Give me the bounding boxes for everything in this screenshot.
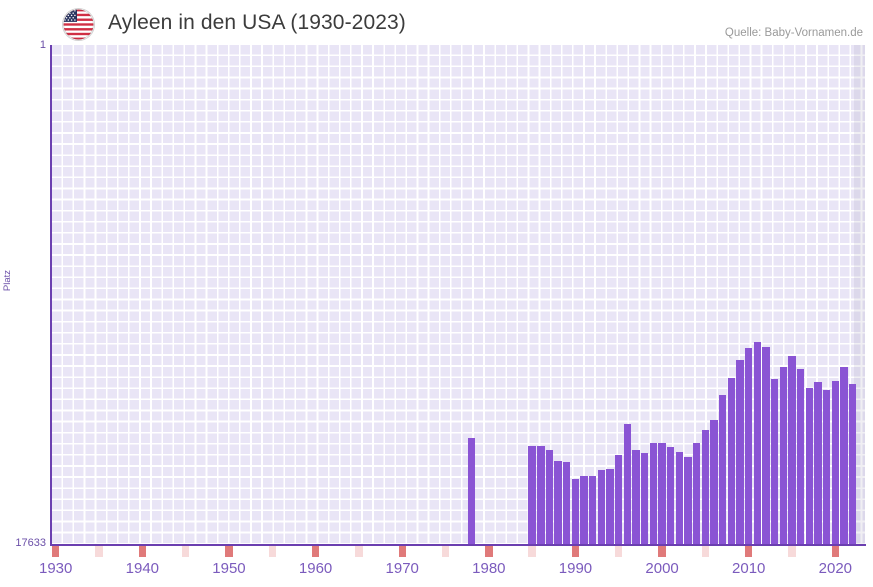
x-tick-1975 [441, 546, 450, 557]
x-tick-1940 [138, 546, 147, 557]
y-axis-line [50, 45, 52, 546]
x-axis-label-2010: 2010 [732, 560, 766, 577]
bar-1988[interactable] [554, 461, 562, 545]
x-axis-label-2000: 2000 [645, 560, 679, 577]
x-tick-1990 [571, 546, 580, 557]
bar-2014[interactable] [779, 367, 788, 545]
us-flag-circle-icon [63, 9, 94, 40]
bar-2018[interactable] [814, 382, 822, 545]
bar-2000[interactable] [658, 443, 666, 545]
x-tick-1960 [311, 546, 320, 557]
x-tick-2020 [831, 546, 840, 557]
page-title: Ayleen in den USA (1930-2023) [108, 11, 406, 34]
bar-2005[interactable] [701, 430, 710, 545]
bar-2021[interactable] [840, 367, 848, 545]
x-axis-labels: 1930 1940 1950 1960 1970 1980 1990 2000 2010 2020 [0, 560, 873, 584]
bar-1999[interactable] [649, 443, 658, 545]
bars-layer [52, 45, 865, 545]
bar-1994[interactable] [606, 469, 614, 545]
bar-2022[interactable] [848, 384, 857, 545]
bar-1996[interactable] [623, 424, 632, 545]
x-axis-label-1930: 1930 [39, 560, 73, 577]
y-axis-title: Platz [2, 270, 13, 292]
x-axis-label-1970: 1970 [385, 560, 419, 577]
source-attribution: Quelle: Baby-Vornamen.de [724, 27, 863, 39]
bar-1992[interactable] [589, 476, 597, 545]
bar-1987[interactable] [545, 450, 554, 545]
bar-2007[interactable] [719, 395, 727, 545]
bar-2013[interactable] [771, 379, 779, 545]
x-tick-2000 [658, 546, 666, 557]
x-axis-label-1950: 1950 [212, 560, 246, 577]
plot-area [52, 45, 865, 545]
x-tick-1945 [181, 546, 190, 557]
bar-2009[interactable] [736, 360, 744, 545]
bar-1993[interactable] [597, 470, 606, 545]
x-tick-1930 [52, 546, 60, 557]
bar-2012[interactable] [762, 347, 770, 545]
x-axis-label-1940: 1940 [125, 560, 160, 577]
bar-1989[interactable] [563, 462, 571, 545]
bar-1990[interactable] [571, 479, 580, 545]
bar-2002[interactable] [675, 452, 684, 545]
x-tick-1935 [95, 546, 103, 557]
bar-2015[interactable] [788, 356, 796, 545]
bar-1995[interactable] [615, 455, 623, 545]
bar-1985[interactable] [528, 446, 536, 545]
bar-1998[interactable] [641, 453, 649, 545]
x-tick-1950 [225, 546, 233, 557]
bar-2006[interactable] [710, 420, 718, 545]
y-axis-tick-bottom: 17633 [15, 537, 46, 549]
bar-2003[interactable] [684, 457, 692, 545]
bar-2016[interactable] [797, 369, 805, 545]
bar-1986[interactable] [537, 446, 545, 545]
x-axis-tick-strip [52, 546, 865, 557]
x-axis-line [50, 544, 866, 546]
x-tick-1955 [268, 546, 276, 557]
x-axis-label-2020: 2020 [818, 560, 853, 577]
x-tick-1985 [528, 546, 536, 557]
bar-2017[interactable] [805, 388, 814, 545]
x-tick-2010 [745, 546, 753, 557]
bar-2008[interactable] [727, 378, 736, 545]
x-axis-label-1990: 1990 [558, 560, 593, 577]
x-tick-2005 [701, 546, 710, 557]
x-tick-2015 [788, 546, 796, 557]
x-axis-label-1960: 1960 [298, 560, 333, 577]
chart-header: Ayleen in den USA (1930-2023) Quelle: Ba… [0, 0, 873, 45]
x-tick-1980 [485, 546, 493, 557]
bar-2010[interactable] [745, 348, 753, 545]
x-tick-1995 [615, 546, 623, 557]
y-axis-tick-top: 1 [39, 39, 46, 51]
bar-2011[interactable] [753, 342, 762, 545]
bar-2001[interactable] [667, 447, 675, 545]
x-tick-1965 [355, 546, 363, 557]
bar-2004[interactable] [693, 443, 701, 545]
bar-2019[interactable] [822, 390, 831, 545]
bar-2020[interactable] [831, 381, 840, 545]
bar-1997[interactable] [632, 450, 640, 545]
x-tick-1970 [398, 546, 406, 557]
bar-1978[interactable] [467, 438, 476, 545]
bar-1991[interactable] [580, 476, 588, 545]
x-axis-label-1980: 1980 [472, 560, 506, 577]
